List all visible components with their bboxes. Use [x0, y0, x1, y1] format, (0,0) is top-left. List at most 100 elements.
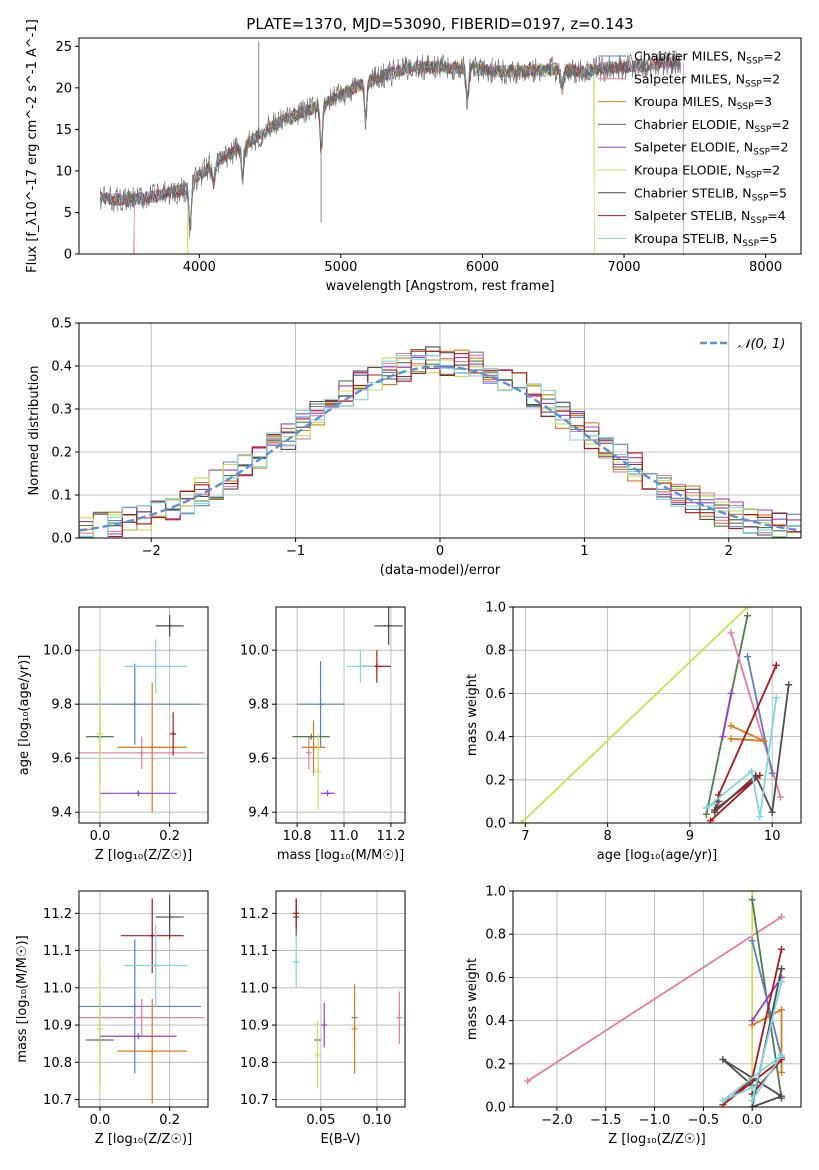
spectrum-legend: Chabrier MILES, NSSP=2 Salpeter MILES, NS…	[598, 49, 790, 249]
data-point	[138, 1014, 145, 1021]
x-tick-label: 5000	[324, 260, 357, 275]
x-tick-label: 1	[580, 544, 588, 559]
legend-subscript: SSP	[753, 148, 770, 158]
x-tick-label: 9	[686, 829, 694, 844]
weight-point	[748, 1017, 756, 1025]
y-tick-label: 10.0	[43, 644, 72, 659]
x-tick-label: −2	[142, 544, 161, 559]
data-point	[166, 914, 173, 921]
model-spectrum-line	[100, 60, 680, 254]
legend-label: Salpeter STELIB, NSSP=4	[634, 208, 786, 226]
mass-vs-metallicity-panel: 0.0 0.2 10.7 10.8 10.9 11.0 11.1 11.2 Z [log₁₀(Z…	[15, 890, 209, 1147]
legend-nssp-value: =2	[762, 163, 780, 178]
x-axis-label: age [log₁₀(age/yr)]	[597, 848, 718, 863]
y-tick-label: 10.9	[240, 1019, 269, 1034]
y-tick-label: 5	[64, 206, 72, 221]
y-tick-label: 11.0	[240, 981, 269, 996]
y-tick-label: 11.0	[43, 981, 72, 996]
data-point	[135, 790, 142, 797]
weight-point	[744, 653, 752, 661]
legend-label: Chabrier MILES, NSSP=2	[634, 49, 782, 67]
weight-point	[760, 737, 768, 745]
axes-border	[78, 606, 209, 824]
y-tick-label: 0.2	[485, 773, 506, 788]
plot-area	[79, 346, 801, 538]
weight-point	[752, 771, 760, 779]
plot-area	[79, 894, 205, 1104]
data-point	[131, 701, 138, 708]
data-point	[170, 730, 177, 737]
y-tick-label: 0.8	[485, 644, 506, 659]
legend-subscript: SSP	[750, 216, 767, 226]
legend-label: Chabrier STELIB, NSSP=5	[634, 185, 787, 203]
x-tick-label: 8000	[749, 260, 782, 275]
y-tick-label: 0.6	[485, 687, 506, 702]
mass-weight-vs-metallicity-panel: −2.0 −1.5 −1.0 −0.5 0.0 0.0 0.2 0.4 0.6 0.8 1.0 Z […	[465, 885, 802, 1147]
data-point	[324, 790, 331, 797]
legend-subscript: SSP	[745, 171, 762, 181]
weight-point	[748, 891, 756, 895]
y-tick-label: 0.2	[51, 446, 72, 461]
y-tick-label: 0.0	[485, 817, 506, 832]
y-tick-label: 1.0	[485, 601, 506, 616]
model-spectrum-line	[99, 56, 681, 225]
model-spectrum-line	[99, 55, 681, 232]
data-point	[321, 1022, 328, 1029]
legend-nssp-value: =3	[754, 94, 772, 109]
y-axis-label: Flux [f_λ10^-17 erg cm^-2 s^-1 A^-1]	[25, 19, 40, 273]
weight-point	[748, 896, 756, 904]
legend-subscript: SSP	[752, 193, 769, 203]
axes-frame: 10.8 11.0 11.2 9.4 9.6 9.8 10.0 mass [log₁₀(M/M…	[240, 606, 406, 863]
y-tick-label: 25	[55, 40, 72, 55]
y-tick-label: 9.6	[51, 752, 72, 767]
y-tick-label: 0.1	[51, 489, 72, 504]
legend-label: Salpeter MILES, NSSP=2	[634, 71, 780, 89]
x-tick-label: 0	[436, 544, 444, 559]
weight-point	[768, 808, 776, 816]
legend-subscript: SSP	[746, 57, 763, 67]
data-point	[96, 730, 103, 737]
data-point	[135, 1033, 142, 1040]
axes-frame: 7 8 9 10 0.0 0.2 0.4 0.6 0.8 1.0 age [log₁₀(age/yr…	[465, 601, 802, 863]
plot-area	[99, 41, 684, 254]
axes-border	[275, 890, 406, 1108]
x-tick-label: 7000	[607, 260, 640, 275]
y-tick-label: 10.0	[240, 644, 269, 659]
plot-area	[79, 615, 205, 813]
x-tick-label: −0.5	[688, 1113, 720, 1128]
x-axis-label: (data-model)/error	[380, 563, 501, 578]
x-tick-label: 0.0	[90, 1113, 111, 1128]
y-tick-label: 20	[55, 81, 72, 96]
y-axis-label: Normed distribution	[27, 366, 42, 496]
weight-point	[719, 733, 727, 741]
data-point	[149, 932, 156, 939]
weight-point	[727, 629, 735, 637]
y-tick-label: 15	[55, 123, 72, 138]
y-tick-label: 9.4	[248, 806, 269, 821]
legend-label: Kroupa STELIB, NSSP=5	[634, 231, 778, 249]
x-tick-label: −1.5	[590, 1113, 622, 1128]
normal-curve	[79, 365, 801, 532]
weight-point	[711, 808, 719, 816]
plot-area	[292, 607, 403, 810]
weight-point	[517, 819, 525, 823]
x-axis-label: Z [log₁₀(Z/Z☉)]	[608, 1132, 705, 1147]
axes-frame: −2.0 −1.5 −1.0 −0.5 0.0 0.0 0.2 0.4 0.6 0.8 1.0 Z […	[465, 885, 802, 1147]
observed-spectrum-line	[99, 50, 681, 238]
mass-vs-extinction-panel: 0.05 0.10 10.7 10.8 10.9 11.0 11.1 11.2 E(B-V)	[240, 890, 406, 1147]
x-tick-label: 11.2	[376, 829, 405, 844]
x-axis-label: Z [log₁₀(Z/Z☉)]	[95, 1132, 192, 1147]
legend-label: Kroupa ELODIE, NSSP=2	[634, 163, 780, 181]
weight-point	[715, 797, 723, 805]
weight-point	[777, 965, 785, 973]
plot-area	[524, 891, 785, 1107]
weight-point	[756, 813, 764, 821]
x-tick-label: 4000	[183, 260, 216, 275]
x-axis-label: wavelength [Angstrom, rest frame]	[326, 279, 555, 294]
legend-nssp-value: =5	[769, 185, 787, 200]
weight-point	[777, 978, 785, 986]
weight-point	[748, 1097, 756, 1105]
legend-subscript: SSP	[737, 102, 754, 112]
model-spectrum-line	[99, 56, 681, 227]
data-point	[149, 1048, 156, 1055]
